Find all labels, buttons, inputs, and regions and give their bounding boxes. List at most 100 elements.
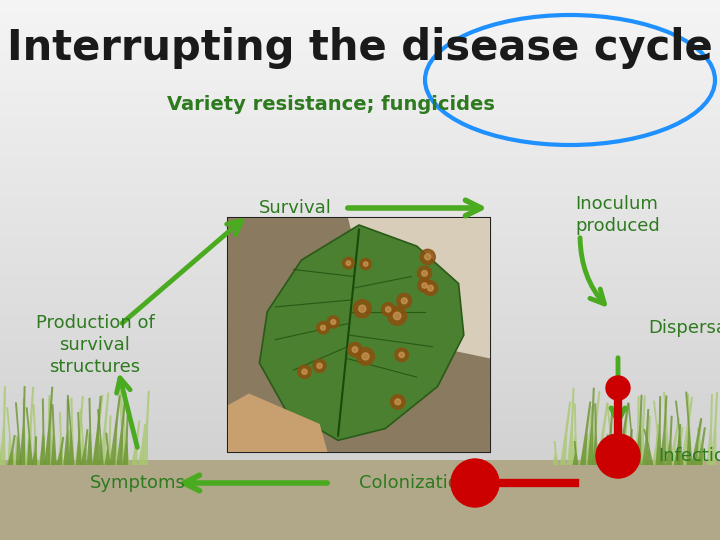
Circle shape bbox=[330, 320, 336, 325]
Polygon shape bbox=[87, 433, 93, 465]
Polygon shape bbox=[44, 387, 53, 465]
Polygon shape bbox=[614, 395, 621, 465]
Polygon shape bbox=[697, 428, 704, 465]
Polygon shape bbox=[109, 395, 121, 465]
Polygon shape bbox=[643, 429, 654, 465]
Polygon shape bbox=[685, 392, 693, 465]
Polygon shape bbox=[75, 396, 84, 465]
Circle shape bbox=[422, 283, 427, 288]
Bar bbox=[0, 460, 720, 540]
Polygon shape bbox=[67, 395, 74, 465]
Polygon shape bbox=[652, 424, 660, 465]
Polygon shape bbox=[655, 396, 662, 465]
Circle shape bbox=[397, 293, 412, 308]
Polygon shape bbox=[617, 403, 629, 465]
Polygon shape bbox=[691, 418, 702, 465]
Polygon shape bbox=[653, 401, 662, 465]
Polygon shape bbox=[580, 402, 591, 465]
Polygon shape bbox=[634, 396, 640, 465]
Polygon shape bbox=[596, 403, 608, 465]
Text: Inoculum
produced: Inoculum produced bbox=[575, 195, 660, 235]
Text: Variety resistance; fungicides: Variety resistance; fungicides bbox=[167, 96, 495, 114]
Polygon shape bbox=[593, 403, 598, 465]
Polygon shape bbox=[32, 404, 38, 465]
Polygon shape bbox=[610, 392, 621, 465]
Circle shape bbox=[399, 352, 405, 357]
Circle shape bbox=[420, 249, 436, 265]
Circle shape bbox=[390, 395, 405, 409]
Polygon shape bbox=[552, 441, 559, 465]
Polygon shape bbox=[686, 394, 692, 465]
Circle shape bbox=[395, 348, 408, 362]
Polygon shape bbox=[97, 409, 104, 465]
Circle shape bbox=[343, 258, 354, 269]
Circle shape bbox=[348, 342, 362, 357]
Polygon shape bbox=[138, 424, 146, 465]
Polygon shape bbox=[45, 399, 50, 465]
Circle shape bbox=[359, 305, 366, 312]
Polygon shape bbox=[112, 423, 118, 465]
Circle shape bbox=[360, 259, 372, 269]
Circle shape bbox=[418, 279, 431, 292]
Polygon shape bbox=[660, 396, 667, 465]
Circle shape bbox=[382, 303, 395, 316]
Circle shape bbox=[352, 347, 358, 353]
Circle shape bbox=[385, 307, 391, 312]
Polygon shape bbox=[0, 402, 2, 465]
Polygon shape bbox=[15, 402, 22, 465]
Polygon shape bbox=[120, 390, 130, 465]
Polygon shape bbox=[603, 429, 612, 465]
Circle shape bbox=[423, 281, 438, 295]
Polygon shape bbox=[25, 387, 35, 465]
Circle shape bbox=[596, 434, 640, 478]
Polygon shape bbox=[86, 398, 93, 465]
Polygon shape bbox=[259, 225, 464, 440]
Circle shape bbox=[401, 298, 408, 304]
Polygon shape bbox=[92, 396, 102, 465]
Text: Interrupting the disease cycle: Interrupting the disease cycle bbox=[7, 27, 713, 69]
Polygon shape bbox=[122, 415, 129, 465]
Polygon shape bbox=[674, 424, 681, 465]
Polygon shape bbox=[666, 416, 672, 465]
Polygon shape bbox=[117, 393, 127, 465]
Polygon shape bbox=[644, 416, 651, 465]
Polygon shape bbox=[48, 395, 56, 465]
Polygon shape bbox=[7, 435, 16, 465]
Polygon shape bbox=[585, 406, 593, 465]
Polygon shape bbox=[572, 441, 578, 465]
Circle shape bbox=[320, 325, 325, 330]
Polygon shape bbox=[40, 399, 45, 465]
Circle shape bbox=[428, 285, 433, 291]
Circle shape bbox=[387, 307, 407, 326]
Polygon shape bbox=[588, 388, 595, 465]
Polygon shape bbox=[63, 429, 71, 465]
Polygon shape bbox=[105, 415, 112, 465]
Polygon shape bbox=[560, 402, 571, 465]
Polygon shape bbox=[589, 392, 600, 465]
Polygon shape bbox=[579, 434, 588, 465]
Bar bbox=[228, 218, 490, 452]
Polygon shape bbox=[706, 394, 713, 465]
Circle shape bbox=[356, 348, 374, 365]
Circle shape bbox=[362, 353, 369, 360]
Polygon shape bbox=[56, 437, 64, 465]
Polygon shape bbox=[92, 395, 104, 465]
Circle shape bbox=[302, 369, 307, 374]
Polygon shape bbox=[19, 386, 26, 465]
Polygon shape bbox=[606, 406, 613, 465]
Circle shape bbox=[364, 262, 368, 266]
Polygon shape bbox=[131, 421, 140, 465]
Polygon shape bbox=[63, 399, 69, 465]
Circle shape bbox=[313, 359, 326, 373]
Polygon shape bbox=[567, 388, 575, 465]
Polygon shape bbox=[621, 409, 628, 465]
Polygon shape bbox=[638, 396, 646, 465]
Circle shape bbox=[393, 312, 401, 320]
Polygon shape bbox=[20, 399, 27, 465]
Polygon shape bbox=[642, 409, 649, 465]
Polygon shape bbox=[669, 418, 680, 465]
Text: Colonization: Colonization bbox=[359, 474, 471, 492]
Text: Production of
survival
structures: Production of survival structures bbox=[35, 314, 154, 376]
Polygon shape bbox=[719, 418, 720, 465]
Polygon shape bbox=[697, 427, 706, 465]
